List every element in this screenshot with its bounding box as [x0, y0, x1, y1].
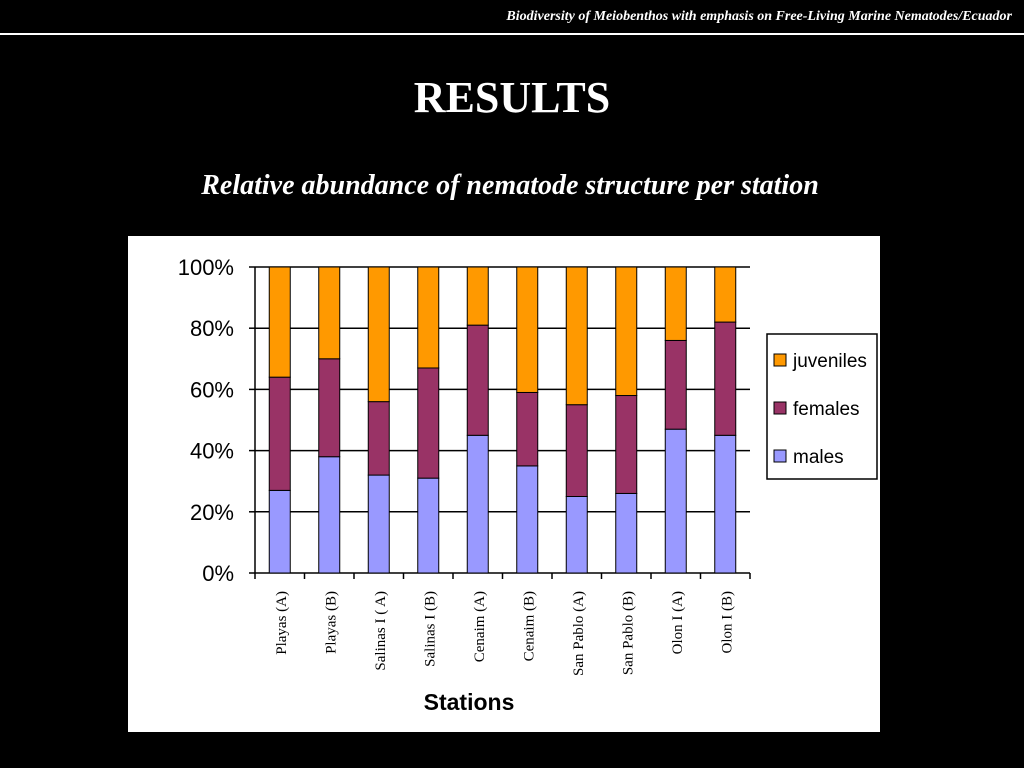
bar-segment-females [417, 367, 440, 479]
bar-segment-juveniles [417, 266, 440, 369]
bar-segment-juveniles [664, 266, 687, 341]
bar-segment-males [367, 474, 390, 574]
x-tick-label: Playas (A) [274, 591, 290, 655]
bar-segment-females [565, 404, 588, 497]
x-tick-label: Playas (B) [323, 591, 339, 654]
bar-segment-males [417, 477, 440, 574]
y-tick-label: 100% [178, 255, 234, 280]
bar-segment-females [466, 324, 489, 436]
bar-segment-juveniles [268, 266, 291, 378]
legend-swatch-males [773, 449, 787, 463]
legend-label-females: females [793, 399, 860, 420]
bar-segment-males [516, 465, 539, 574]
x-tick-label: Olon I (A) [670, 591, 686, 654]
bar-segment-males [714, 434, 737, 574]
y-tick-label: 60% [190, 377, 234, 402]
x-tick-label: Salinas I (B) [422, 591, 438, 667]
x-tick-label: Salinas I ( A) [373, 591, 389, 671]
bar-segment-females [367, 401, 390, 476]
bar-segment-juveniles [615, 266, 638, 397]
bar-segment-juveniles [318, 266, 341, 360]
chart-panel: 0% 20% 40% 60% 80% 100% Playas (A) Playas (B) Sa… [128, 236, 880, 732]
x-tick-label: San Pablo (B) [620, 591, 636, 675]
bar-segment-juveniles [565, 266, 588, 406]
header-text: Biodiversity of Meiobenthos with emphasi… [506, 9, 1012, 24]
bar-segment-juveniles [466, 266, 489, 326]
bar-segment-males [318, 456, 341, 574]
bar-segment-females [318, 358, 341, 458]
bar-segment-males [268, 489, 291, 574]
x-axis-title: Stations [424, 689, 515, 715]
legend-label-juveniles: juveniles [792, 351, 867, 372]
bar-segment-juveniles [714, 266, 737, 323]
slide-title: RESULTS [413, 73, 611, 122]
header-divider [0, 33, 1024, 35]
bar-segment-females [714, 321, 737, 436]
legend-swatch-females [773, 401, 787, 415]
x-tick-label: Cenaim (B) [521, 591, 537, 661]
bar-segment-males [466, 434, 489, 574]
bar-segment-males [615, 492, 638, 574]
y-tick-label: 80% [190, 316, 234, 341]
bar-segment-juveniles [516, 266, 539, 393]
x-tick-label: San Pablo (A) [571, 591, 587, 676]
bar-segment-females [664, 339, 687, 430]
x-tick-label: Cenaim (A) [472, 591, 488, 662]
y-tick-label: 0% [202, 561, 234, 586]
chart-subtitle: Relative abundance of nematode structure… [201, 170, 819, 201]
bar-segment-females [615, 395, 638, 494]
stacked-bar-chart: 0% 20% 40% 60% 80% 100% Playas (A) Playas (B) Sa… [178, 255, 878, 715]
bar-segment-males [664, 428, 687, 574]
bar-segment-females [268, 376, 291, 491]
x-tick-label: Olon I (B) [719, 591, 735, 654]
y-tick-label: 20% [190, 500, 234, 525]
y-tick-label: 40% [190, 439, 234, 464]
bar-segment-females [516, 391, 539, 467]
legend-label-males: males [793, 447, 844, 468]
bar-segment-juveniles [367, 266, 390, 403]
legend-swatch-juveniles [773, 353, 787, 367]
bar-segment-males [565, 496, 588, 574]
